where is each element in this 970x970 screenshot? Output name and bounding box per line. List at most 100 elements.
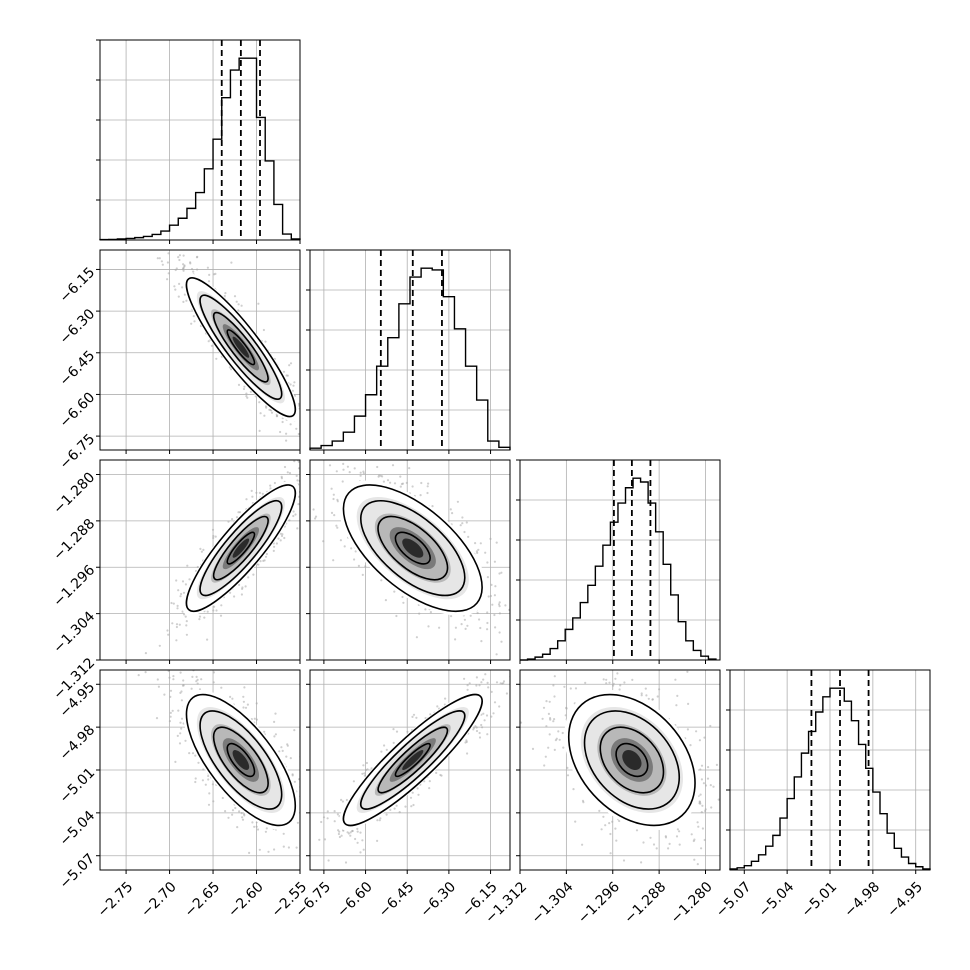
sample-point xyxy=(426,491,429,495)
sample-point xyxy=(379,474,382,477)
sample-point xyxy=(427,482,430,485)
sample-point xyxy=(213,605,216,608)
sample-point xyxy=(359,851,362,854)
sample-point xyxy=(303,796,305,798)
sample-point xyxy=(426,485,429,488)
sample-point xyxy=(341,800,344,803)
sample-point xyxy=(297,495,300,498)
sample-point xyxy=(273,735,276,738)
sample-point xyxy=(609,832,612,836)
sample-point xyxy=(493,613,496,617)
sample-point xyxy=(411,485,414,488)
sample-point xyxy=(489,594,492,598)
density-panel xyxy=(96,669,307,874)
sample-point xyxy=(305,500,307,502)
sample-point xyxy=(158,644,161,647)
contour-line xyxy=(185,277,297,418)
sample-point xyxy=(303,477,305,479)
sample-point xyxy=(197,761,200,764)
sample-point xyxy=(328,464,332,467)
sample-point xyxy=(231,813,234,816)
sample-point xyxy=(305,784,307,786)
sample-point xyxy=(243,686,246,689)
sample-point xyxy=(486,561,489,564)
sample-point xyxy=(428,787,431,790)
sample-point xyxy=(505,692,508,695)
sample-point xyxy=(289,383,292,386)
sample-point xyxy=(191,675,194,678)
contour-line xyxy=(394,531,431,565)
sample-point xyxy=(237,383,241,386)
sample-point xyxy=(463,530,466,534)
sample-point xyxy=(172,678,175,681)
sample-point xyxy=(318,838,321,841)
sample-point xyxy=(212,800,215,803)
panel-frame xyxy=(99,39,301,241)
sample-point xyxy=(244,585,247,588)
sample-point xyxy=(327,458,329,460)
sample-point xyxy=(359,831,362,834)
sample-point xyxy=(337,832,340,836)
sample-point xyxy=(274,712,277,715)
sample-point xyxy=(144,671,147,674)
sample-point xyxy=(495,541,498,544)
sample-point xyxy=(404,805,407,808)
sample-point xyxy=(178,623,181,626)
sample-point xyxy=(207,778,210,781)
sample-point xyxy=(281,420,284,424)
sample-point xyxy=(264,340,267,343)
sample-point xyxy=(201,779,204,782)
sample-point xyxy=(300,439,302,441)
sample-point xyxy=(361,839,364,842)
sample-point xyxy=(312,508,315,511)
panel-frame xyxy=(99,249,301,451)
sample-point xyxy=(295,427,298,430)
sample-point xyxy=(255,825,258,828)
sample-point xyxy=(487,686,490,689)
sample-point xyxy=(301,411,303,413)
sample-point xyxy=(498,572,501,575)
sample-point xyxy=(363,458,365,460)
sample-point xyxy=(305,509,307,511)
sample-point xyxy=(497,603,501,606)
sample-point xyxy=(175,623,179,626)
sample-point xyxy=(339,539,342,542)
sample-point xyxy=(498,631,501,634)
sample-point xyxy=(231,697,234,700)
sample-point xyxy=(223,294,226,298)
contour-line xyxy=(359,710,466,810)
sample-point xyxy=(482,678,485,681)
sample-point xyxy=(478,684,481,687)
sample-point xyxy=(235,300,238,303)
sample-point xyxy=(245,395,248,398)
sample-point xyxy=(376,819,379,822)
sample-point xyxy=(302,482,304,484)
sample-point xyxy=(194,754,197,757)
sample-point xyxy=(395,804,398,807)
sample-point xyxy=(242,387,246,391)
sample-point xyxy=(400,482,403,486)
sample-point xyxy=(332,559,335,562)
sample-point xyxy=(257,302,260,305)
sample-point xyxy=(362,764,365,767)
sample-point xyxy=(465,521,468,524)
sample-point xyxy=(494,626,497,629)
sample-point xyxy=(177,589,180,592)
sample-point xyxy=(258,491,261,494)
sample-point xyxy=(702,782,705,785)
sample-point xyxy=(483,719,486,722)
sample-point xyxy=(273,720,276,723)
sample-point xyxy=(283,536,286,540)
sample-point xyxy=(351,829,354,833)
sample-point xyxy=(385,748,388,751)
sample-point xyxy=(333,514,336,517)
sample-point xyxy=(337,829,340,832)
sample-point xyxy=(463,618,466,621)
sample-point xyxy=(169,695,172,698)
sample-point xyxy=(193,320,196,323)
sample-point xyxy=(273,848,276,851)
sample-point xyxy=(177,256,180,259)
sample-point xyxy=(240,812,243,815)
sample-point xyxy=(176,604,179,607)
panel-frame xyxy=(519,459,721,661)
